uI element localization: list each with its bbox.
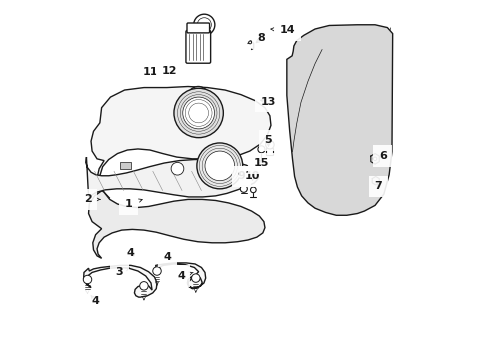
- Circle shape: [183, 97, 214, 129]
- FancyBboxPatch shape: [120, 162, 131, 169]
- Text: 5: 5: [264, 135, 272, 146]
- Circle shape: [204, 151, 234, 181]
- Polygon shape: [155, 263, 205, 289]
- Polygon shape: [85, 157, 258, 197]
- Circle shape: [187, 86, 208, 108]
- Text: 4: 4: [127, 248, 135, 258]
- Text: 7: 7: [374, 181, 382, 192]
- Circle shape: [257, 146, 264, 153]
- Text: 11: 11: [142, 67, 157, 77]
- Circle shape: [174, 88, 223, 138]
- Text: 4: 4: [177, 271, 193, 281]
- Circle shape: [191, 90, 205, 104]
- Circle shape: [197, 18, 211, 32]
- Polygon shape: [83, 265, 157, 297]
- Text: 12: 12: [162, 66, 177, 76]
- Circle shape: [83, 275, 92, 284]
- Circle shape: [248, 41, 251, 44]
- Text: 15: 15: [253, 158, 268, 168]
- FancyBboxPatch shape: [186, 23, 209, 33]
- FancyBboxPatch shape: [185, 30, 210, 63]
- Circle shape: [171, 162, 183, 175]
- Text: 3: 3: [115, 267, 129, 278]
- Polygon shape: [88, 190, 264, 258]
- Text: 13: 13: [260, 97, 276, 107]
- Polygon shape: [91, 86, 270, 198]
- Circle shape: [265, 140, 274, 149]
- Polygon shape: [286, 25, 392, 215]
- Circle shape: [250, 187, 256, 193]
- Text: 1: 1: [124, 199, 142, 209]
- Text: 10: 10: [244, 171, 260, 181]
- Circle shape: [191, 274, 200, 282]
- Text: 4: 4: [91, 296, 100, 306]
- Circle shape: [140, 282, 148, 290]
- Text: 9: 9: [237, 171, 245, 181]
- Circle shape: [372, 157, 376, 161]
- Circle shape: [193, 14, 214, 35]
- Circle shape: [240, 185, 247, 192]
- Text: 8: 8: [256, 33, 265, 43]
- Circle shape: [152, 267, 161, 275]
- Text: 6: 6: [378, 151, 386, 161]
- Text: 4: 4: [163, 252, 171, 262]
- Text: 2: 2: [83, 194, 100, 204]
- Circle shape: [197, 143, 242, 189]
- Text: 14: 14: [270, 25, 295, 35]
